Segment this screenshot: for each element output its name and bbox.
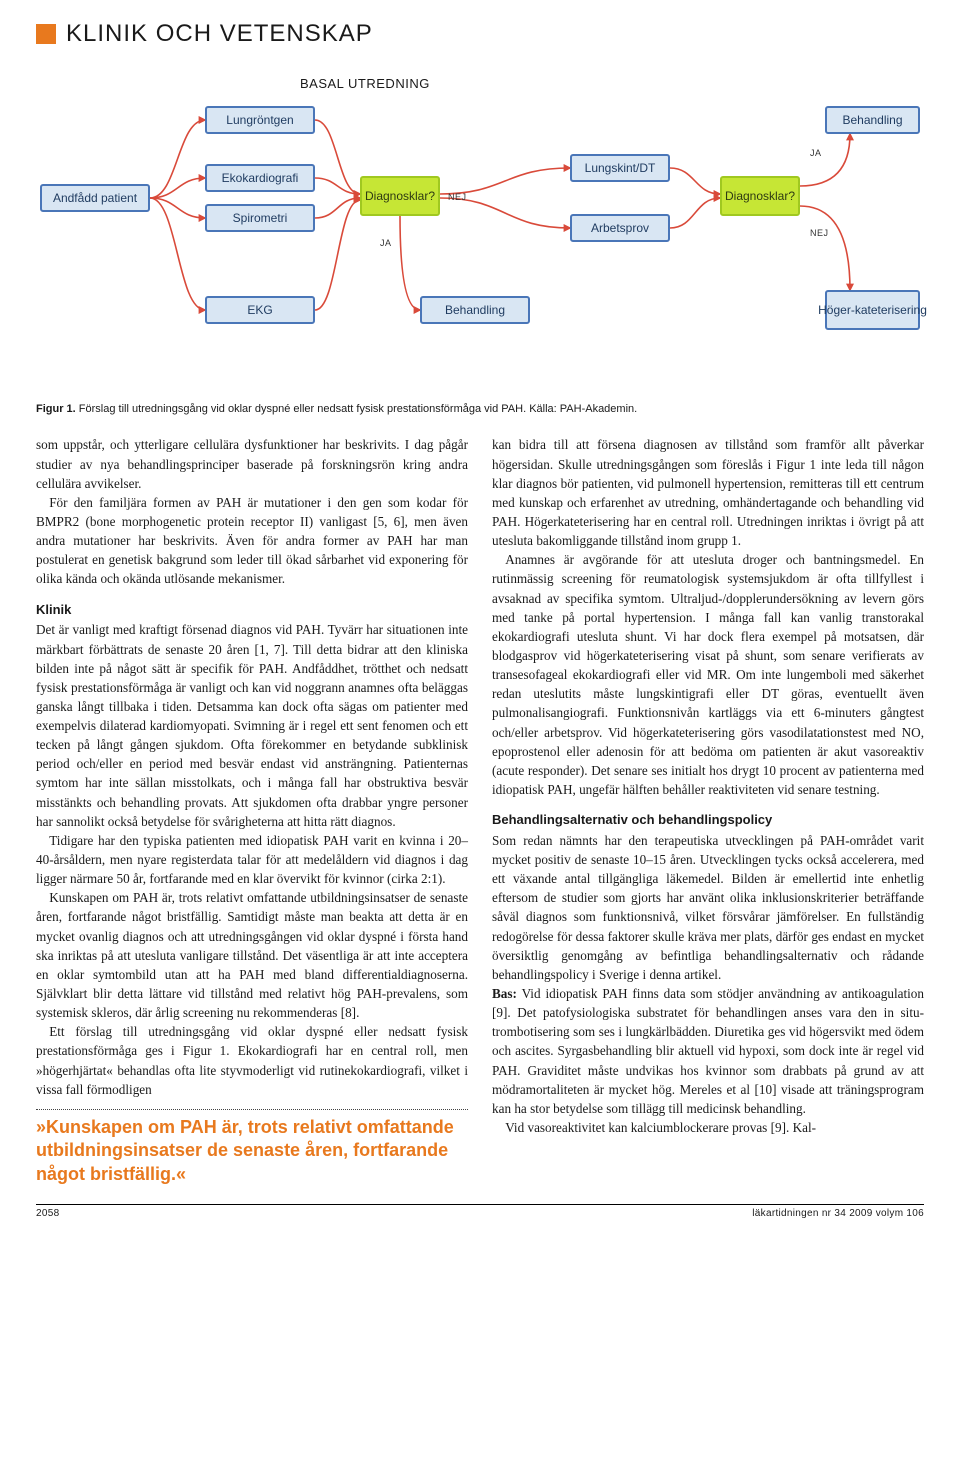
body-paragraph: Det är vanligt med kraftigt försenad dia… [36,620,468,831]
pullquote-rule [36,1109,468,1110]
figure-caption-text: Förslag till utredningsgång vid oklar dy… [76,403,637,415]
flow-box-behand1: Behandling [420,296,530,324]
body-run-in: Vid idiopatisk PAH finns data som stödje… [492,986,924,1116]
section-title: KLINIK OCH VETENSKAP [66,20,373,48]
page-number: 2058 [36,1208,59,1219]
flowchart: BASAL UTREDNING Andfådd patient Lungröntg… [40,76,920,386]
flow-box-arbets: Arbetsprov [570,214,670,242]
flow-label-ja1: JA [380,238,392,248]
flow-label-nej1: NEJ [448,192,467,202]
body-paragraph: Bas: Vid idiopatisk PAH finns data som s… [492,984,924,1118]
flow-box-diag1: Diagnosklar? [360,176,440,216]
body-paragraph: Kunskapen om PAH är, trots relativt omfa… [36,888,468,1022]
pullquote: »Kunskapen om PAH är, trots relativt omf… [36,1116,468,1186]
flow-box-hogerka: Höger-kateterisering [825,290,920,330]
body-paragraph: Vid vasoreaktivitet kan kalciumblockerar… [492,1118,924,1137]
body-paragraph: Anamnes är avgörande för att utesluta dr… [492,550,924,799]
flow-box-ekokard: Ekokardiografi [205,164,315,192]
page-footer: 2058 läkartidningen nr 34 2009 volym 106 [36,1204,924,1219]
flow-box-lungskint: Lungskint/DT [570,154,670,182]
flow-label-nej2: NEJ [810,228,829,238]
flowchart-title: BASAL UTREDNING [300,76,430,91]
body-columns: som uppstår, och ytterligare cellulära d… [36,435,924,1186]
body-paragraph: Tidigare har den typiska patienten med i… [36,831,468,888]
body-paragraph: Som redan nämnts har den terapeutiska ut… [492,831,924,984]
flow-box-ekg: EKG [205,296,315,324]
figure-label: Figur 1. [36,403,76,415]
footer-right: läkartidningen nr 34 2009 volym 106 [752,1208,924,1219]
right-column: kan bidra till att försena diagnosen av … [492,435,924,1186]
body-paragraph: Ett förslag till utredningsgång vid okla… [36,1022,468,1099]
body-paragraph: kan bidra till att försena diagnosen av … [492,435,924,550]
body-paragraph: som uppstår, och ytterligare cellulära d… [36,435,468,492]
body-paragraph: För den familjära formen av PAH är mutat… [36,493,468,589]
subheading: Klinik [36,601,468,620]
flow-box-behand2: Behandling [825,106,920,134]
flow-box-spiro: Spirometri [205,204,315,232]
section-header: KLINIK OCH VETENSKAP [36,20,924,48]
figure-caption: Figur 1. Förslag till utredningsgång vid… [36,402,924,417]
flow-label-ja2: JA [810,148,822,158]
flow-box-lungront: Lungröntgen [205,106,315,134]
header-accent-square [36,24,56,44]
flow-box-diag2: Diagnosklar? [720,176,800,216]
run-in-label: Bas: [492,986,517,1001]
left-column: som uppstår, och ytterligare cellulära d… [36,435,468,1186]
flow-box-andfadd: Andfådd patient [40,184,150,212]
flowchart-edges [40,76,920,386]
subheading: Behandlingsalternativ och behandlingspol… [492,811,924,830]
